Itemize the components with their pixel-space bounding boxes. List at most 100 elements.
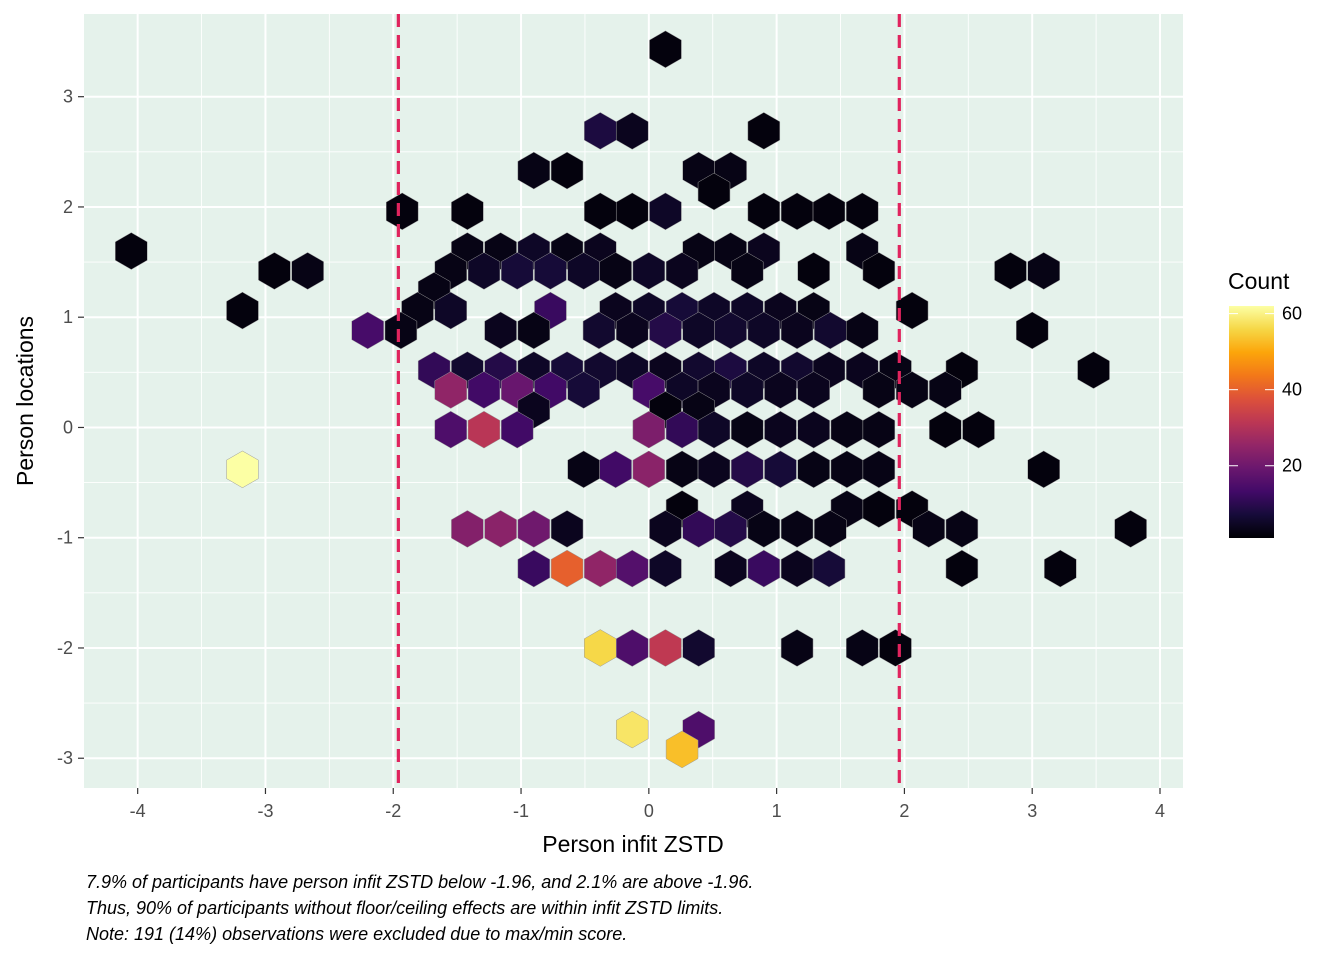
hex-bin (747, 311, 781, 350)
hex-bin (616, 112, 649, 150)
hex-bin (1027, 252, 1060, 290)
hex-bin (115, 232, 148, 270)
hex-bin (616, 629, 649, 667)
hex-bin (797, 410, 830, 449)
hex-bin (994, 252, 1027, 290)
legend-tick-label: 60 (1282, 304, 1302, 324)
hex-bin (616, 192, 649, 231)
hex-bin (517, 549, 551, 588)
hex-bin (385, 192, 419, 231)
x-tick-label: 2 (899, 801, 909, 821)
hex-bin (747, 112, 781, 150)
y-tick-label: -2 (57, 638, 73, 658)
hex-bin (467, 371, 501, 409)
hex-bin (550, 549, 584, 588)
hex-bin (814, 510, 847, 548)
x-tick-label: 1 (772, 801, 782, 821)
y-tick-label: 0 (63, 417, 73, 437)
hex-bin (550, 151, 584, 190)
reference-lines (396, 14, 901, 788)
hex-bin (616, 549, 649, 588)
hex-bin (451, 192, 484, 231)
hex-bin (912, 510, 945, 548)
hex-bin (780, 629, 814, 667)
hex-bin (682, 629, 715, 667)
hex-bin (550, 510, 584, 548)
y-tick-label: 3 (63, 87, 73, 107)
hex-bin (731, 450, 764, 489)
hex-bin (517, 510, 551, 548)
legend-colorbar (1229, 306, 1274, 538)
hex-bin (434, 410, 467, 449)
hex-bin (764, 410, 797, 449)
hex-bin (895, 291, 929, 330)
hex-bin (764, 371, 797, 409)
hex-bin (649, 510, 682, 548)
hex-bin (731, 410, 764, 449)
hexbin-chart: -4 -3 -2 -1 0 1 2 3 4 -3 -2 -1 0 1 2 3 Person infit ZS… (12, 14, 1302, 857)
hex-bin (929, 371, 962, 409)
hex-bin (862, 450, 896, 489)
hex-bin (862, 490, 896, 528)
hex-bin (714, 311, 747, 350)
y-tick-label: -1 (57, 528, 73, 548)
hex-bin (697, 172, 731, 211)
hex-bin (616, 311, 649, 350)
x-tick-label: -1 (513, 801, 529, 821)
hex-bin (567, 371, 600, 409)
hex-bin (797, 450, 830, 489)
hex-bin (812, 549, 846, 588)
hex-bin (632, 450, 666, 489)
hex-bin (258, 252, 291, 290)
x-tick-label: -2 (385, 801, 401, 821)
hex-bin (731, 371, 764, 409)
y-tick-label: 2 (63, 197, 73, 217)
hex-bin (665, 252, 699, 290)
hex-bin (1044, 549, 1077, 588)
caption-line-1: 7.9% of participants have person infit Z… (86, 872, 754, 892)
hex-bin (846, 192, 879, 231)
hex-bin (599, 450, 632, 489)
hex-bin (714, 549, 747, 588)
hex-bin (517, 151, 551, 190)
caption-line-3: Note: 191 (14%) observations were exclud… (86, 924, 628, 944)
hex-bin (467, 252, 501, 290)
hex-bin (780, 311, 814, 350)
hex-bin (434, 291, 467, 330)
hex-bin (812, 192, 846, 231)
hex-bin (862, 371, 896, 409)
y-axis-title: Person locations (12, 316, 38, 486)
y-axis: -3 -2 -1 0 1 2 3 (57, 87, 84, 768)
hex-bin (226, 450, 259, 489)
legend-tick-label: 40 (1282, 380, 1302, 400)
hex-bin (945, 510, 979, 548)
hex-bin (764, 450, 797, 489)
hex-bin (945, 549, 979, 588)
hex-bin (501, 252, 534, 290)
hex-bin (467, 410, 501, 449)
hex-bin (862, 410, 896, 449)
x-tick-label: 3 (1027, 801, 1037, 821)
hex-bin (697, 410, 731, 449)
hex-bins (115, 30, 1147, 769)
hex-bin (484, 311, 517, 350)
hex-bin (697, 450, 731, 489)
hex-bin (599, 252, 632, 290)
hex-bin (291, 252, 324, 290)
caption-line-2: Thus, 90% of participants without floor/… (86, 898, 724, 918)
hex-bin (929, 410, 962, 449)
hex-bin (351, 311, 384, 350)
hex-bin (534, 252, 567, 290)
hex-bin (1114, 510, 1147, 548)
hex-bin (747, 192, 781, 231)
hex-bin (1077, 351, 1110, 389)
x-tick-label: -4 (130, 801, 146, 821)
hex-bin (434, 371, 467, 409)
hex-bin (226, 291, 259, 330)
legend-title: Count (1228, 268, 1290, 294)
hex-bin (747, 510, 781, 548)
hex-bin (632, 410, 666, 449)
hex-bin (582, 311, 616, 350)
hex-bin (484, 510, 517, 548)
y-tick-label: 1 (63, 307, 73, 327)
